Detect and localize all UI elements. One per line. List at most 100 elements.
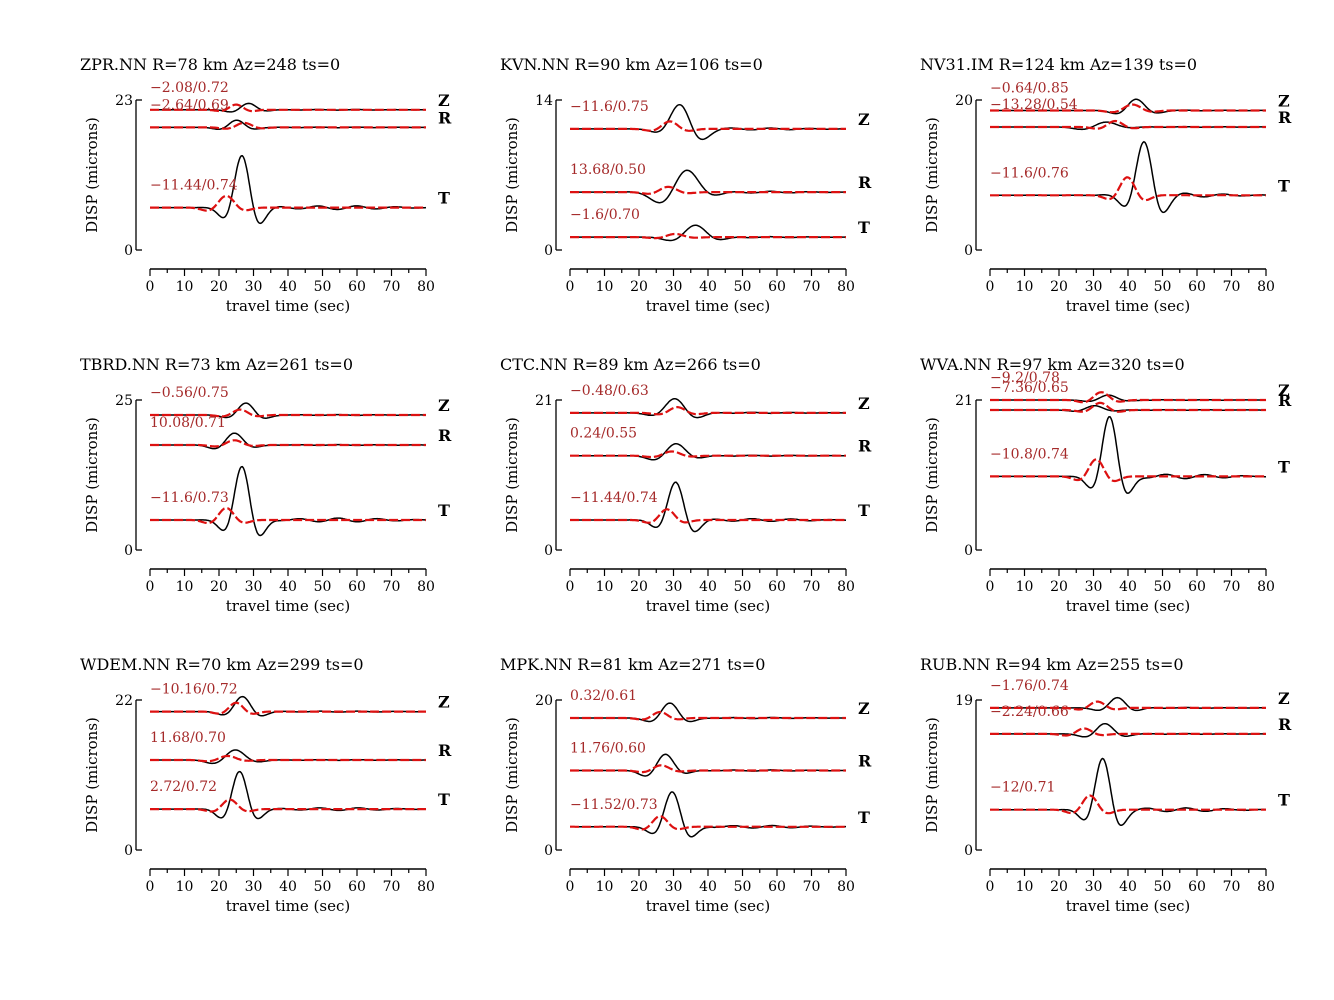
trace-z: −2.08/0.72 Z (150, 80, 450, 113)
synthetic-waveform (990, 794, 1266, 815)
fit-annotation: 11.68/0.70 (150, 730, 226, 746)
trace-r: 0.24/0.55 R (570, 426, 872, 461)
fit-annotation: −2.24/0.66 (990, 704, 1069, 720)
x-tick-label: 0 (566, 879, 575, 895)
component-label: Z (1278, 689, 1290, 708)
y-axis-label: DISP (microns) (923, 717, 941, 833)
y-axis-label: DISP (microns) (923, 417, 941, 533)
y-tick-label: 0 (544, 243, 553, 259)
component-label: Z (1278, 92, 1290, 111)
x-axis-label: travel time (sec) (1066, 597, 1190, 615)
y-tick-label: 0 (544, 843, 553, 859)
panel-title: TBRD.NN R=73 km Az=261 ts=0 (80, 355, 353, 374)
x-tick-label: 40 (699, 879, 717, 895)
x-tick-label: 20 (1050, 279, 1068, 295)
fit-annotation: −11.52/0.73 (570, 797, 658, 813)
x-tick-label: 10 (596, 879, 614, 895)
x-tick-label: 20 (1050, 579, 1068, 595)
x-tick-label: 70 (383, 879, 401, 895)
trace-z: −0.56/0.75 Z (150, 385, 450, 419)
x-axis-label: travel time (sec) (226, 897, 350, 915)
y-tick-label: 14 (535, 93, 553, 109)
trace-r: −13.28/0.54 R (990, 97, 1292, 131)
x-tick-label: 30 (1085, 879, 1103, 895)
x-tick-label: 60 (768, 579, 786, 595)
x-tick-label: 70 (803, 579, 821, 595)
panel-title: WDEM.NN R=70 km Az=299 ts=0 (80, 655, 364, 674)
component-label: R (1278, 715, 1292, 734)
x-tick-label: 40 (699, 579, 717, 595)
trace-t: −11.44/0.74 T (570, 481, 870, 533)
fit-annotation: −11.44/0.74 (150, 178, 238, 194)
trace-t: −11.6/0.73 T (150, 465, 450, 537)
x-tick-label: 40 (1119, 579, 1137, 595)
y-tick-label: 23 (115, 93, 133, 109)
station-panel: TBRD.NN R=73 km Az=261 ts=0 25 0 DISP (micr… (80, 355, 452, 615)
synthetic-waveform (570, 508, 846, 524)
fit-annotation: −11.44/0.74 (570, 490, 658, 506)
station-panel: RUB.NN R=94 km Az=255 ts=0 19 0 DISP (micro… (920, 655, 1292, 915)
component-label: T (858, 218, 870, 237)
x-tick-label: 60 (1188, 279, 1206, 295)
x-tick-label: 60 (768, 279, 786, 295)
synthetic-waveform (570, 232, 846, 240)
y-tick-label: 0 (964, 243, 973, 259)
trace-t: −1.6/0.70 T (570, 207, 870, 242)
x-tick-label: 70 (803, 279, 821, 295)
fit-annotation: 0.32/0.61 (570, 688, 637, 704)
x-tick-label: 0 (566, 279, 575, 295)
component-label: R (858, 173, 872, 192)
station-panel: WDEM.NN R=70 km Az=299 ts=0 22 0 DISP (micr… (80, 655, 452, 915)
y-tick-label: 0 (964, 543, 973, 559)
y-tick-label: 21 (955, 393, 973, 409)
y-tick-label: 0 (124, 843, 133, 859)
synthetic-waveform (570, 815, 846, 831)
trace-z: −11.6/0.75 Z (570, 99, 870, 141)
component-label: R (438, 741, 452, 760)
synthetic-waveform (990, 176, 1266, 202)
y-axis-label: DISP (microns) (83, 717, 101, 833)
y-axis-label: DISP (microns) (83, 117, 101, 233)
x-tick-label: 20 (210, 279, 228, 295)
component-label: Z (1278, 381, 1290, 400)
component-label: Z (858, 394, 870, 413)
trace-z: −0.48/0.63 Z (570, 383, 870, 419)
fit-annotation: −10.16/0.72 (150, 682, 238, 698)
synthetic-waveform (150, 103, 426, 113)
component-label: T (1278, 176, 1290, 195)
trace-r: −2.24/0.66 R (990, 704, 1292, 738)
panel-title: MPK.NN R=81 km Az=271 ts=0 (500, 655, 765, 674)
component-label: R (858, 752, 872, 771)
component-label: Z (438, 693, 450, 712)
y-tick-label: 20 (535, 693, 553, 709)
synthetic-waveform (990, 700, 1266, 711)
synthetic-waveform (150, 121, 426, 130)
x-tick-label: 20 (630, 879, 648, 895)
x-tick-label: 10 (596, 279, 614, 295)
x-tick-label: 0 (146, 579, 155, 595)
component-label: T (438, 501, 450, 520)
x-tick-label: 10 (176, 279, 194, 295)
x-tick-label: 0 (986, 279, 995, 295)
x-tick-label: 10 (176, 579, 194, 595)
x-axis-label: travel time (sec) (1066, 897, 1190, 915)
x-tick-label: 10 (1016, 879, 1034, 895)
x-tick-label: 0 (986, 879, 995, 895)
trace-t: −11.52/0.73 T (570, 791, 870, 838)
x-tick-label: 60 (1188, 879, 1206, 895)
x-tick-label: 60 (768, 879, 786, 895)
x-tick-label: 20 (210, 579, 228, 595)
trace-t: −11.44/0.74 T (150, 155, 450, 225)
x-tick-label: 10 (176, 879, 194, 895)
fit-annotation: −10.8/0.74 (990, 446, 1069, 462)
trace-r: 11.68/0.70 R (150, 730, 452, 765)
panel-title: ZPR.NN R=78 km Az=248 ts=0 (80, 55, 340, 74)
x-tick-label: 30 (245, 279, 263, 295)
synthetic-waveform (570, 710, 846, 721)
synthetic-waveform (570, 185, 846, 195)
fit-annotation: −11.6/0.76 (990, 165, 1069, 181)
x-tick-label: 30 (1085, 279, 1103, 295)
synthetic-waveform (990, 458, 1266, 483)
trace-z: −0.64/0.85 Z (990, 81, 1290, 115)
